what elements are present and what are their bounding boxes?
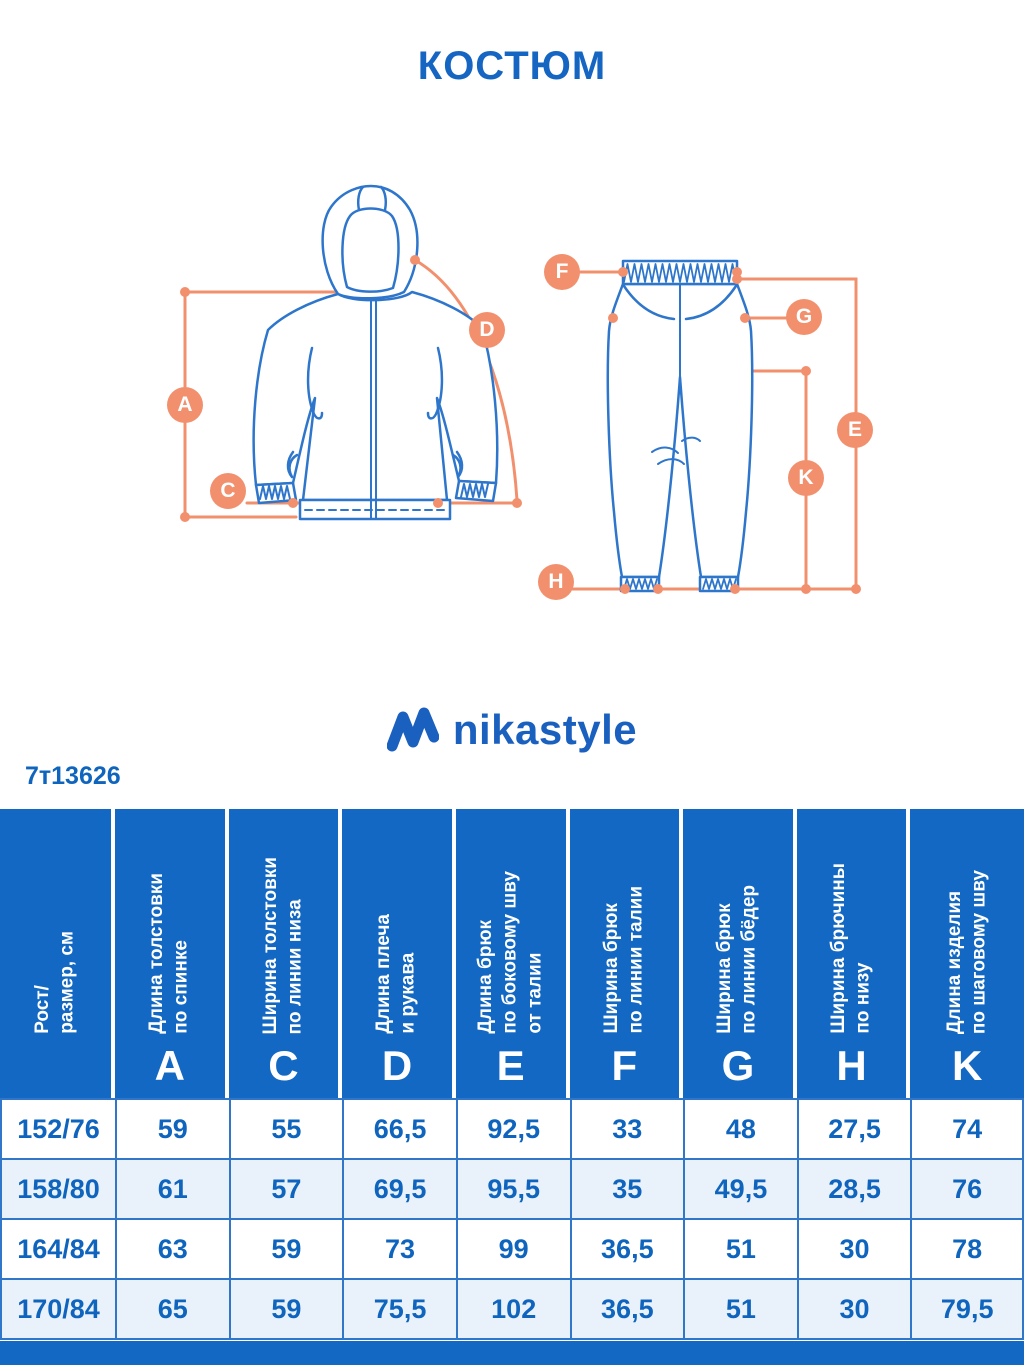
col-header-g: Ширина брюк по линии бёдер G	[683, 809, 793, 1098]
wave-n-icon	[386, 707, 439, 752]
jacket-outline	[252, 184, 499, 521]
size-cell: 170/84	[0, 1280, 115, 1340]
marker-f: F	[544, 254, 580, 290]
size-table-body: 152/76 59 55 66,5 92,5 33 48 27,5 74 158…	[0, 1098, 1024, 1340]
marker-c: C	[210, 473, 246, 509]
value-cell: 95,5	[455, 1160, 570, 1220]
brand-logo-text: nikastyle	[452, 706, 638, 753]
marker-a: A	[167, 387, 203, 423]
size-table: Рост/ размер, см Длина толстовки по спин…	[0, 809, 1024, 1340]
value-cell: 61	[115, 1160, 229, 1220]
size-cell: 164/84	[0, 1220, 115, 1280]
value-cell: 36,5	[569, 1280, 684, 1340]
col-header-label: Ширина толстовки по линии низа	[259, 856, 306, 1035]
value-cell: 65	[115, 1280, 229, 1340]
col-letter: C	[268, 1042, 299, 1089]
value-cell: 36,5	[569, 1220, 684, 1280]
value-cell: 33	[569, 1100, 684, 1160]
marker-g: G	[786, 299, 822, 335]
marker-h: H	[538, 564, 574, 600]
value-cell: 30	[796, 1280, 911, 1340]
col-header-label: Длина толстовки по спинке	[146, 873, 192, 1034]
brand-logo: nikastyle	[0, 706, 1024, 754]
col-letter: E	[496, 1042, 525, 1089]
article-number: 7т13626	[25, 762, 121, 790]
col-header-label: Рост/ размер, см	[31, 931, 78, 1034]
value-cell: 66,5	[342, 1100, 456, 1160]
garment-measurement-diagram	[180, 184, 861, 594]
marker-e: E	[837, 412, 873, 448]
col-header-size: Рост/ размер, см	[0, 809, 111, 1098]
marker-d: D	[469, 312, 505, 348]
footer-bar	[0, 1341, 1024, 1365]
col-header-h: Ширина брючины по низу H	[796, 809, 907, 1098]
col-header-label: Ширина брюк по линии бёдер	[714, 885, 760, 1034]
value-cell: 76	[910, 1160, 1024, 1220]
value-cell: 102	[455, 1280, 570, 1340]
value-cell: 69,5	[342, 1160, 456, 1220]
col-header-label: Длина брюк по боковому шву от талии	[474, 871, 546, 1034]
size-table-header: Рост/ размер, см Длина толстовки по спин…	[0, 809, 1024, 1098]
value-cell: 57	[228, 1160, 343, 1220]
col-letter: A	[154, 1042, 185, 1089]
measurement-dots	[180, 255, 861, 594]
pants-outline	[606, 259, 754, 593]
value-cell: 49,5	[683, 1160, 797, 1220]
value-cell: 92,5	[455, 1100, 570, 1160]
col-letter: H	[836, 1042, 867, 1089]
table-row: 158/80 61 57 69,5 95,5 35 49,5 28,5 76	[0, 1160, 1024, 1220]
col-header-f: Ширина брюк по линии талии F	[569, 809, 680, 1098]
value-cell: 59	[228, 1280, 343, 1340]
value-cell: 27,5	[796, 1100, 911, 1160]
size-cell: 152/76	[0, 1100, 115, 1160]
table-row: 170/84 65 59 75,5 102 36,5 51 30 79,5	[0, 1280, 1024, 1340]
col-letter: G	[721, 1042, 755, 1089]
value-cell: 35	[569, 1160, 684, 1220]
value-cell: 63	[115, 1220, 229, 1280]
value-cell: 75,5	[342, 1280, 456, 1340]
col-header-k: Длина изделия по шаговому шву K	[910, 809, 1024, 1098]
col-header-d: Длина плеча и рукава D	[342, 809, 452, 1098]
value-cell: 59	[115, 1100, 229, 1160]
value-cell: 99	[455, 1220, 570, 1280]
col-header-a: Длина толстовки по спинке A	[115, 809, 225, 1098]
col-header-label: Ширина брючины по низу	[827, 863, 874, 1034]
value-cell: 28,5	[796, 1160, 911, 1220]
table-row: 164/84 63 59 73 99 36,5 51 30 78	[0, 1220, 1024, 1280]
col-letter: K	[952, 1042, 983, 1089]
value-cell: 78	[910, 1220, 1024, 1280]
col-header-e: Длина брюк по боковому шву от талии E	[455, 809, 566, 1098]
value-cell: 59	[228, 1220, 343, 1280]
value-cell: 30	[796, 1220, 911, 1280]
size-cell: 158/80	[0, 1160, 115, 1220]
col-letter: F	[611, 1042, 638, 1089]
value-cell: 55	[228, 1100, 343, 1160]
page-title: КОСТЮМ	[417, 44, 607, 88]
value-cell: 48	[683, 1100, 797, 1160]
col-header-label: Длина плеча и рукава	[373, 914, 420, 1034]
value-cell: 73	[342, 1220, 456, 1280]
col-header-c: Ширина толстовки по линии низа C	[228, 809, 339, 1098]
marker-k: K	[788, 460, 824, 496]
value-cell: 51	[683, 1220, 797, 1280]
col-header-label: Длина изделия по шаговому шву	[943, 869, 990, 1034]
value-cell: 51	[683, 1280, 797, 1340]
value-cell: 79,5	[910, 1280, 1024, 1340]
table-row: 152/76 59 55 66,5 92,5 33 48 27,5 74	[0, 1100, 1024, 1160]
col-letter: D	[381, 1042, 413, 1089]
value-cell: 74	[910, 1100, 1024, 1160]
col-header-label: Ширина брюк по линии талии	[600, 886, 647, 1034]
